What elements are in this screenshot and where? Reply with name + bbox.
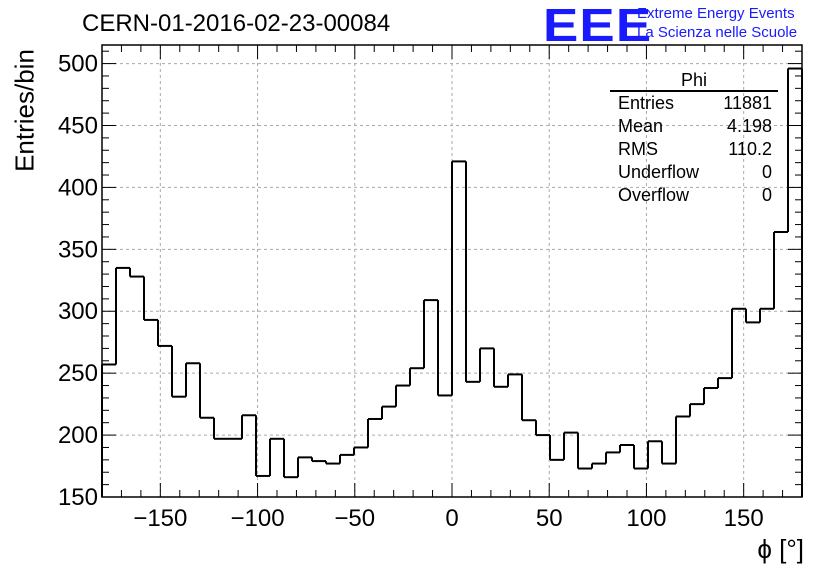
y-tick-label: 150 xyxy=(58,484,98,511)
y-tick-label: 400 xyxy=(58,174,98,201)
x-tick-label: 0 xyxy=(445,505,458,532)
stats-row: Mean 4.198 xyxy=(610,115,778,138)
x-tick-label: 50 xyxy=(536,505,563,532)
x-tick-label: −150 xyxy=(133,505,187,532)
stats-value: 11881 xyxy=(723,93,772,113)
stats-value: 0 xyxy=(761,162,772,182)
stats-value: 4.198 xyxy=(726,116,772,136)
stats-row: RMS 110.2 xyxy=(610,138,778,161)
y-tick-label: 200 xyxy=(58,422,98,449)
x-tick-label: −100 xyxy=(231,505,285,532)
y-tick-label: 300 xyxy=(58,298,98,325)
x-tick-label: 150 xyxy=(724,505,764,532)
stats-value: 0 xyxy=(761,185,772,205)
logo-text: Extreme Energy Events La Scienza nelle S… xyxy=(637,4,797,42)
stats-label: Underflow xyxy=(618,162,700,182)
stats-label: Overflow xyxy=(618,185,690,205)
stats-box: Phi Entries 11881 Mean 4.198 RMS 110.2 U… xyxy=(610,70,778,207)
stats-row: Underflow 0 xyxy=(610,161,778,184)
axis-ticks xyxy=(101,45,803,498)
stats-label: Entries xyxy=(618,93,675,113)
logo-line-2: La Scienza nelle Scuole xyxy=(637,24,798,41)
eee-logo: EEE xyxy=(543,0,653,51)
stats-row: Overflow 0 xyxy=(610,184,778,207)
logo-line-1: Extreme Energy Events xyxy=(637,5,795,22)
stats-title: Phi xyxy=(610,70,778,92)
chart-title: CERN-01-2016-02-23-00084 xyxy=(82,10,391,37)
stats-label: Mean xyxy=(618,116,664,136)
x-tick-label: 100 xyxy=(626,505,666,532)
stats-value: 110.2 xyxy=(728,139,772,159)
y-tick-label: 450 xyxy=(58,112,98,139)
y-tick-label: 350 xyxy=(58,236,98,263)
y-axis-label: Entries/bin xyxy=(9,49,40,172)
stats-label: RMS xyxy=(618,139,658,159)
histogram-bars xyxy=(101,67,803,497)
y-tick-label: 500 xyxy=(58,51,98,78)
tick-labels: −150 −100 −50 0 50 100 150 150 200 250 300 350 400 45… xyxy=(58,51,764,532)
x-axis-label: ϕ [°] xyxy=(757,534,804,564)
x-tick-label: −50 xyxy=(334,505,375,532)
y-tick-label: 250 xyxy=(58,360,98,387)
stats-row: Entries 11881 xyxy=(610,92,778,115)
